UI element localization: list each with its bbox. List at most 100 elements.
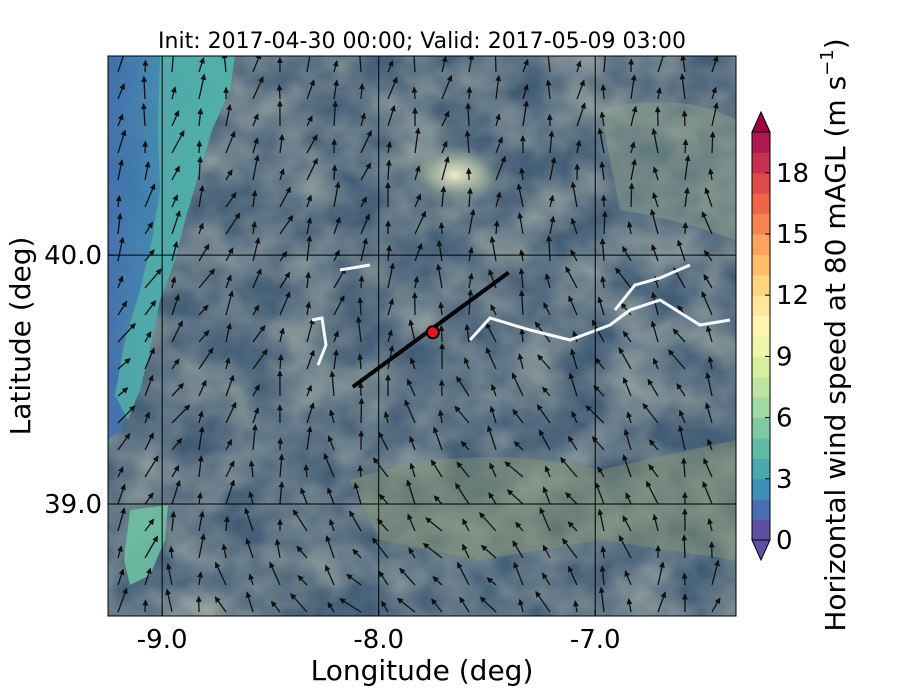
wind-vector-head-222 bbox=[518, 289, 525, 297]
wind-vector-head-286 bbox=[385, 374, 391, 381]
wind-vector-head-40 bbox=[579, 79, 585, 87]
wind-vector-head-349 bbox=[228, 460, 235, 468]
colorbar-ticks: 0 3 6 9 12 15 18 bbox=[765, 159, 809, 556]
wind-vector-head-273 bbox=[652, 357, 659, 365]
wind-vector-head-283 bbox=[306, 384, 312, 392]
wind-vector-head-0 bbox=[122, 48, 126, 53]
wind-vector-head-292 bbox=[541, 386, 549, 394]
wind-vector-head-138 bbox=[116, 212, 123, 220]
wind-vector-head-477 bbox=[573, 600, 579, 607]
wind-vector-head-474 bbox=[479, 596, 487, 603]
wind-vector-head-276 bbox=[121, 387, 129, 394]
wind-vector-head-252 bbox=[706, 325, 712, 333]
wind-vector-head-398 bbox=[292, 509, 299, 516]
wind-vector-head-437 bbox=[118, 568, 125, 576]
wind-vector-head-134 bbox=[628, 182, 635, 189]
wind-vector-head-184 bbox=[117, 275, 124, 283]
wind-vector-head-278 bbox=[177, 382, 185, 390]
wind-vector-9 bbox=[359, 56, 362, 73]
wind-vector-head-225 bbox=[597, 296, 603, 304]
wind-vector-head-15 bbox=[523, 58, 529, 66]
wind-vector-head-427 bbox=[462, 543, 468, 551]
colorbar-bin-16 bbox=[752, 193, 770, 215]
wind-vector-head-243 bbox=[464, 323, 471, 331]
wind-vector-head-306 bbox=[309, 402, 315, 409]
wind-vector-11 bbox=[413, 56, 416, 73]
wind-vector-head-365 bbox=[648, 464, 655, 471]
wind-vector-head-226 bbox=[620, 302, 627, 310]
colorbar-label: Horizontal wind speed at 80 mAGL (m s−1) bbox=[817, 38, 852, 631]
wind-vector-head-104 bbox=[443, 155, 450, 163]
wind-vector-head-417 bbox=[199, 533, 206, 540]
wind-vector-head-358 bbox=[456, 461, 463, 469]
wind-vector-head-163 bbox=[172, 241, 179, 248]
wind-vector-head-164 bbox=[203, 243, 210, 251]
wind-vector-head-33 bbox=[392, 76, 398, 84]
wind-vector-head-240 bbox=[387, 329, 393, 337]
wind-vector-head-421 bbox=[296, 545, 303, 553]
wind-vector-head-380 bbox=[433, 495, 440, 502]
wind-vector-head-460 bbox=[122, 587, 128, 595]
y-tick-label-1: 40.0 bbox=[44, 241, 102, 271]
wind-vector-head-334 bbox=[432, 426, 439, 434]
wind-vector-head-466 bbox=[270, 600, 277, 608]
wind-vector-head-59 bbox=[465, 102, 472, 109]
wind-vector-head-369 bbox=[147, 492, 154, 500]
wind-vector-head-259 bbox=[277, 353, 284, 361]
wind-vector-head-396 bbox=[244, 507, 250, 515]
wind-vector-head-51 bbox=[253, 113, 259, 121]
wind-vector-head-159 bbox=[682, 221, 689, 229]
wind-vector-head-239 bbox=[355, 316, 362, 323]
wind-vector-head-103 bbox=[414, 165, 421, 173]
wind-vector-head-461 bbox=[142, 599, 149, 606]
wind-vector-head-178 bbox=[570, 249, 577, 257]
wind-vector-head-200 bbox=[544, 273, 551, 280]
wind-vector-head-31 bbox=[333, 79, 339, 87]
wind-vector-head-54 bbox=[332, 100, 339, 107]
wind-vector-head-45 bbox=[711, 86, 717, 94]
wind-vector-head-229 bbox=[701, 290, 707, 298]
wind-vector-head-215 bbox=[339, 295, 345, 302]
wind-vector-head-367 bbox=[703, 457, 709, 465]
wind-vector-head-416 bbox=[168, 545, 175, 553]
wind-vector-head-148 bbox=[385, 220, 392, 227]
wind-vector-head-443 bbox=[269, 561, 275, 569]
wind-vector-head-175 bbox=[489, 236, 496, 243]
wind-vector-head-119 bbox=[230, 191, 237, 199]
wind-vector-head-238 bbox=[333, 330, 339, 338]
wind-vector-head-452 bbox=[513, 561, 519, 569]
wind-vector-head-144 bbox=[287, 214, 294, 222]
wind-vector-head-426 bbox=[422, 542, 430, 550]
wind-vector-head-455 bbox=[599, 565, 606, 572]
wind-vector-head-268 bbox=[517, 353, 524, 360]
wind-vector-head-392 bbox=[148, 518, 155, 526]
wind-vector-head-56 bbox=[389, 104, 396, 112]
wind-vector-head-62 bbox=[546, 113, 553, 120]
wind-vector-head-64 bbox=[599, 111, 606, 118]
wind-vector-head-117 bbox=[172, 194, 178, 202]
wind-vector-head-106 bbox=[500, 155, 506, 163]
wind-vector-head-451 bbox=[486, 577, 494, 584]
wind-vector-head-13 bbox=[468, 56, 475, 60]
wind-vector-head-285 bbox=[357, 381, 364, 388]
wind-vector-head-186 bbox=[170, 276, 177, 283]
wind-vector-head-399 bbox=[329, 518, 335, 526]
wind-vector-head-110 bbox=[599, 161, 606, 168]
colorbar-bin-15 bbox=[752, 213, 770, 235]
wind-vector-head-241 bbox=[408, 319, 415, 326]
wind-vector-head-366 bbox=[681, 457, 687, 464]
wind-vector-head-425 bbox=[408, 547, 415, 555]
colorbar-bin-10 bbox=[752, 315, 770, 337]
wind-vector-head-68 bbox=[712, 102, 719, 109]
wind-vector-head-214 bbox=[305, 301, 312, 308]
wind-vector-head-308 bbox=[358, 397, 365, 404]
wind-vector-head-266 bbox=[463, 357, 470, 364]
wind-vector-head-168 bbox=[306, 235, 313, 242]
wind-vector-head-166 bbox=[254, 237, 261, 244]
wind-vector-head-203 bbox=[614, 267, 622, 275]
wind-vector-head-468 bbox=[327, 601, 334, 609]
wind-vector-head-109 bbox=[574, 163, 581, 170]
wind-vector-head-302 bbox=[197, 410, 204, 418]
wind-vector-head-404 bbox=[462, 518, 468, 526]
wind-vector-head-88 bbox=[629, 141, 636, 148]
